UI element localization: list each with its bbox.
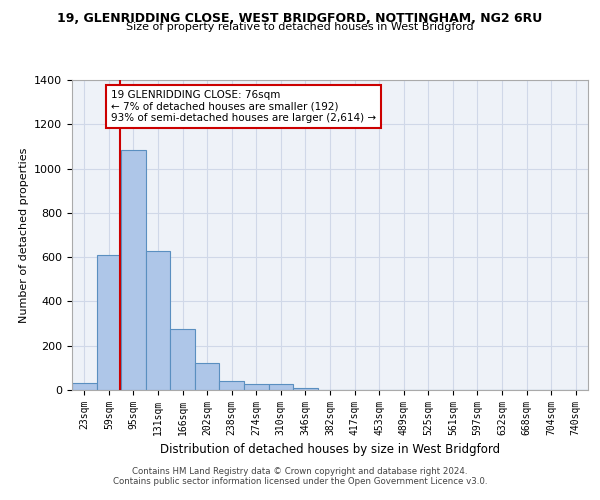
Bar <box>269 384 293 390</box>
Bar <box>97 255 121 390</box>
Y-axis label: Number of detached properties: Number of detached properties <box>19 148 29 322</box>
Bar <box>146 250 170 390</box>
Bar <box>170 329 195 390</box>
Text: 19 GLENRIDDING CLOSE: 76sqm
← 7% of detached houses are smaller (192)
93% of sem: 19 GLENRIDDING CLOSE: 76sqm ← 7% of deta… <box>111 90 376 123</box>
Text: Contains public sector information licensed under the Open Government Licence v3: Contains public sector information licen… <box>113 477 487 486</box>
Bar <box>244 384 269 390</box>
X-axis label: Distribution of detached houses by size in West Bridgford: Distribution of detached houses by size … <box>160 444 500 456</box>
Bar <box>121 150 146 390</box>
Text: Contains HM Land Registry data © Crown copyright and database right 2024.: Contains HM Land Registry data © Crown c… <box>132 467 468 476</box>
Text: Size of property relative to detached houses in West Bridgford: Size of property relative to detached ho… <box>126 22 474 32</box>
Bar <box>195 364 220 390</box>
Bar <box>293 388 318 390</box>
Bar <box>220 381 244 390</box>
Text: 19, GLENRIDDING CLOSE, WEST BRIDGFORD, NOTTINGHAM, NG2 6RU: 19, GLENRIDDING CLOSE, WEST BRIDGFORD, N… <box>58 12 542 26</box>
Bar <box>72 384 97 390</box>
